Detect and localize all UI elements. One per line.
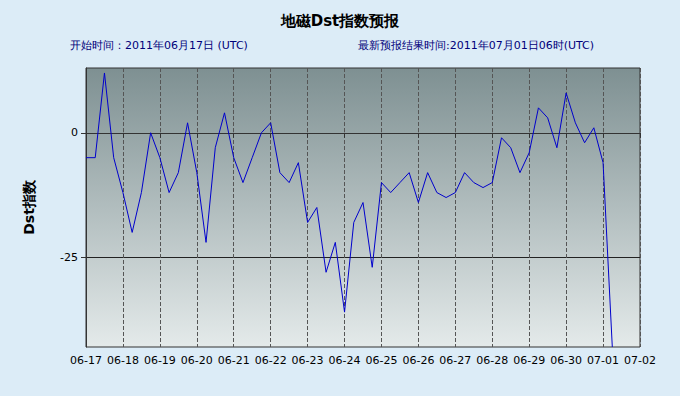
svg-text:-25: -25 [60, 251, 78, 264]
svg-text:06-20: 06-20 [181, 354, 213, 367]
svg-text:06-24: 06-24 [329, 354, 361, 367]
svg-text:06-29: 06-29 [513, 354, 545, 367]
svg-text:06-26: 06-26 [402, 354, 434, 367]
svg-text:06-25: 06-25 [365, 354, 397, 367]
svg-text:06-23: 06-23 [292, 354, 324, 367]
svg-text:06-22: 06-22 [255, 354, 287, 367]
svg-text:06-27: 06-27 [439, 354, 471, 367]
svg-text:Dst指数: Dst指数 [21, 179, 37, 235]
svg-text:07-01: 07-01 [587, 354, 619, 367]
svg-text:最新预报结果时间:2011年07月01日06时(UTC): 最新预报结果时间:2011年07月01日06时(UTC) [358, 39, 594, 52]
svg-text:06-30: 06-30 [550, 354, 582, 367]
svg-text:06-28: 06-28 [476, 354, 508, 367]
svg-text:06-18: 06-18 [107, 354, 139, 367]
svg-text:06-17: 06-17 [70, 354, 102, 367]
svg-text:06-19: 06-19 [144, 354, 176, 367]
svg-text:06-21: 06-21 [218, 354, 250, 367]
svg-text:开始时间：2011年06月17日 (UTC): 开始时间：2011年06月17日 (UTC) [70, 39, 248, 52]
svg-text:07-02: 07-02 [624, 354, 656, 367]
svg-text:0: 0 [71, 126, 78, 139]
svg-text:地磁Dst指数预报: 地磁Dst指数预报 [280, 12, 401, 30]
